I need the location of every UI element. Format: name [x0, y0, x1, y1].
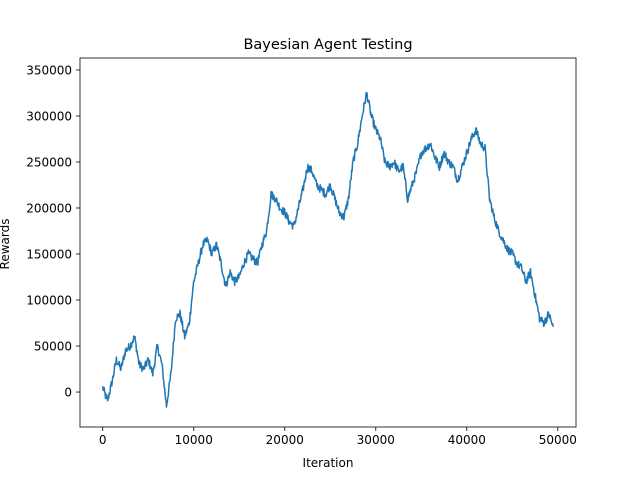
y-tick-label: 100000	[26, 294, 72, 308]
y-tick-label: 50000	[34, 340, 72, 354]
x-tick-label: 20000	[266, 433, 304, 447]
series-line	[102, 91, 554, 408]
x-tick-label: 0	[99, 433, 107, 447]
x-tick-label: 30000	[357, 433, 395, 447]
axes-frame	[79, 57, 577, 428]
x-tick-label: 50000	[539, 433, 577, 447]
y-axis-label: Rewards	[0, 219, 12, 270]
x-axis-label: Iteration	[303, 456, 354, 470]
y-tick-label: 300000	[26, 109, 72, 123]
axes: 0 10000 20000 30000 40000 50000 0 50000 100000 15…	[26, 57, 577, 447]
y-tick-label: 350000	[26, 63, 72, 77]
chart-title: Bayesian Agent Testing	[243, 37, 412, 53]
x-tick-label: 10000	[175, 433, 213, 447]
plot-area	[102, 91, 554, 408]
y-tick-label: 250000	[26, 155, 72, 169]
x-tick-label: 40000	[448, 433, 486, 447]
y-tick-label: 200000	[26, 201, 72, 215]
y-tick-label: 0	[64, 386, 72, 400]
y-tick-label: 150000	[26, 248, 72, 262]
